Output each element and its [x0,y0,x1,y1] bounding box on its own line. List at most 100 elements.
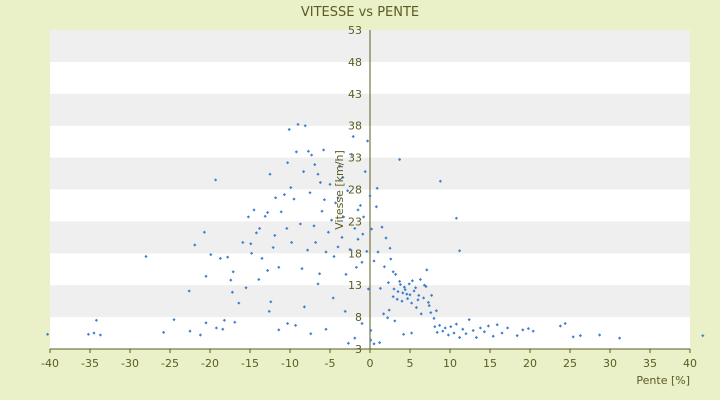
data-point [443,326,447,330]
data-point [438,323,442,327]
data-point [701,334,705,338]
data-point [300,267,304,271]
data-point [340,235,344,239]
data-point [398,279,402,283]
data-point [391,270,395,274]
data-point [433,325,437,329]
data-point [422,283,426,287]
x-tick-labels: -40 -35 -30 -25 -20 -15 -10 -5 0 5 10 15 20 25 30 35 40 [41,349,697,370]
data-point [478,326,482,330]
data-point [351,134,355,139]
data-point [454,322,458,326]
data-point [416,298,420,302]
data-point [571,335,575,339]
x-tick-label: -35 [81,357,99,370]
y-tick-label: 23 [348,215,362,228]
data-point [277,328,281,332]
data-point [464,332,468,336]
data-point [204,274,208,278]
data-point [322,198,326,202]
data-point [461,327,465,331]
data-point [252,208,256,212]
data-point [446,333,450,337]
x-tick-label: 20 [523,357,537,370]
data-point [328,182,332,186]
data-point [246,215,250,219]
data-point [434,309,438,313]
x-tick-label: -25 [161,357,179,370]
data-point [391,295,395,299]
data-point [226,255,230,259]
data-point [302,305,306,309]
data-point [407,282,411,286]
data-point [558,324,562,328]
data-point [309,332,313,336]
data-point [188,329,192,333]
data-point [286,161,290,165]
data-point [394,272,398,276]
data-point [202,230,206,234]
data-point [330,218,334,222]
data-point [316,172,320,176]
data-point [374,205,378,209]
data-point [343,309,347,313]
data-point [336,245,340,249]
data-point [318,180,322,185]
data-point [313,163,317,167]
y-tick-label: 48 [348,56,362,69]
data-point [486,324,490,328]
y-tick-label: 18 [348,247,362,260]
data-point [271,245,275,250]
data-point [229,278,233,282]
data-point [419,312,423,316]
data-point [353,336,357,340]
data-point [338,164,342,168]
data-point [244,286,248,290]
data-point [230,290,234,294]
data-point [495,323,499,327]
data-point [204,321,208,325]
data-point [336,196,340,200]
x-tick-label: -10 [281,357,299,370]
data-point [289,185,293,190]
data-point [332,254,336,259]
data-point [386,281,390,285]
data-point [312,224,316,228]
data-point [341,175,345,179]
y-tick-label: 43 [348,88,362,101]
data-point [306,248,310,252]
data-point [368,194,372,198]
data-point [410,279,414,283]
y-tick-label: 8 [355,311,362,324]
data-point [398,282,402,287]
data-point [380,225,384,229]
data-point [334,201,338,205]
data-point [320,209,324,213]
data-point [298,222,302,226]
data-point [162,330,166,335]
data-point [266,268,270,273]
data-point [316,282,320,286]
data-point [452,331,456,335]
data-point [563,321,567,326]
data-point [279,210,283,214]
data-point [354,265,358,269]
data-point [260,256,264,261]
data-point [193,243,197,247]
data-point [273,233,277,238]
data-point [250,251,254,255]
y-tick-label: 13 [348,279,362,292]
data-point [506,326,510,330]
data-point [422,296,426,300]
y-tick-label: 28 [348,184,362,197]
data-point [318,272,322,276]
data-point [598,333,602,337]
data-point [382,312,386,316]
data-point [98,333,102,337]
data-point [237,301,241,305]
data-point [294,323,298,327]
data-point [324,250,328,254]
data-point [361,232,365,236]
data-point [360,321,364,326]
